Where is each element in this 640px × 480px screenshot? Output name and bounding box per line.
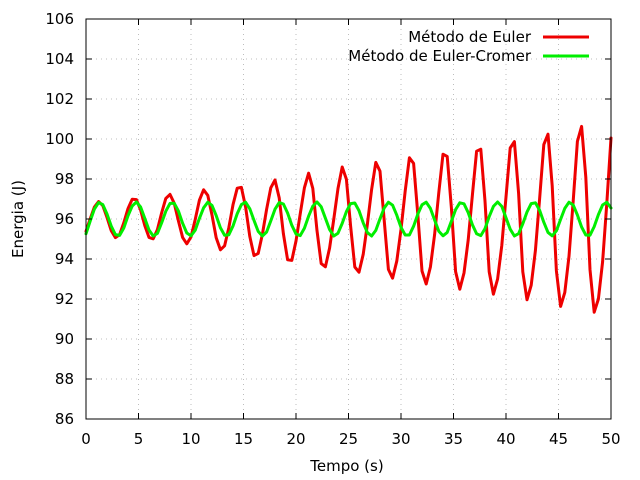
x-tick-label: 50	[601, 430, 620, 448]
x-tick-label: 40	[496, 430, 515, 448]
y-tick-label: 98	[55, 170, 74, 188]
y-tick-label: 104	[45, 50, 74, 68]
x-tick-label: 15	[234, 430, 253, 448]
y-tick-labels: 86 88 90 92 94 96 98 100 102 104 106	[45, 10, 74, 428]
y-tick-label: 86	[55, 410, 74, 428]
x-tick-label: 10	[181, 430, 200, 448]
y-tick-label: 102	[45, 90, 74, 108]
x-tick-label: 45	[549, 430, 568, 448]
y-tick-label: 100	[45, 130, 74, 148]
legend-label: Método de Euler	[408, 28, 532, 46]
series-line-2	[84, 200, 613, 238]
y-tick-label: 90	[55, 330, 74, 348]
x-tick-labels: 0 5 10 15 20 25 30 35 40 45 50	[81, 430, 620, 448]
y-tick-label: 94	[55, 250, 74, 268]
y-axis-label: Energia (J)	[9, 180, 27, 258]
series-layer	[84, 124, 613, 314]
legend-label: Método de Euler-Cromer	[348, 47, 532, 65]
x-tick-label: 30	[391, 430, 410, 448]
y-tick-label: 88	[55, 370, 74, 388]
x-tick-label: 5	[134, 430, 144, 448]
y-tick-label: 96	[55, 210, 74, 228]
x-tick-label: 25	[339, 430, 358, 448]
axis-ticks	[85, 18, 612, 420]
x-tick-label: 35	[444, 430, 463, 448]
y-tick-label: 92	[55, 290, 74, 308]
x-tick-label: 20	[286, 430, 305, 448]
y-tick-label: 106	[45, 10, 74, 28]
x-axis-label: Tempo (s)	[309, 457, 383, 475]
x-tick-label: 0	[81, 430, 91, 448]
